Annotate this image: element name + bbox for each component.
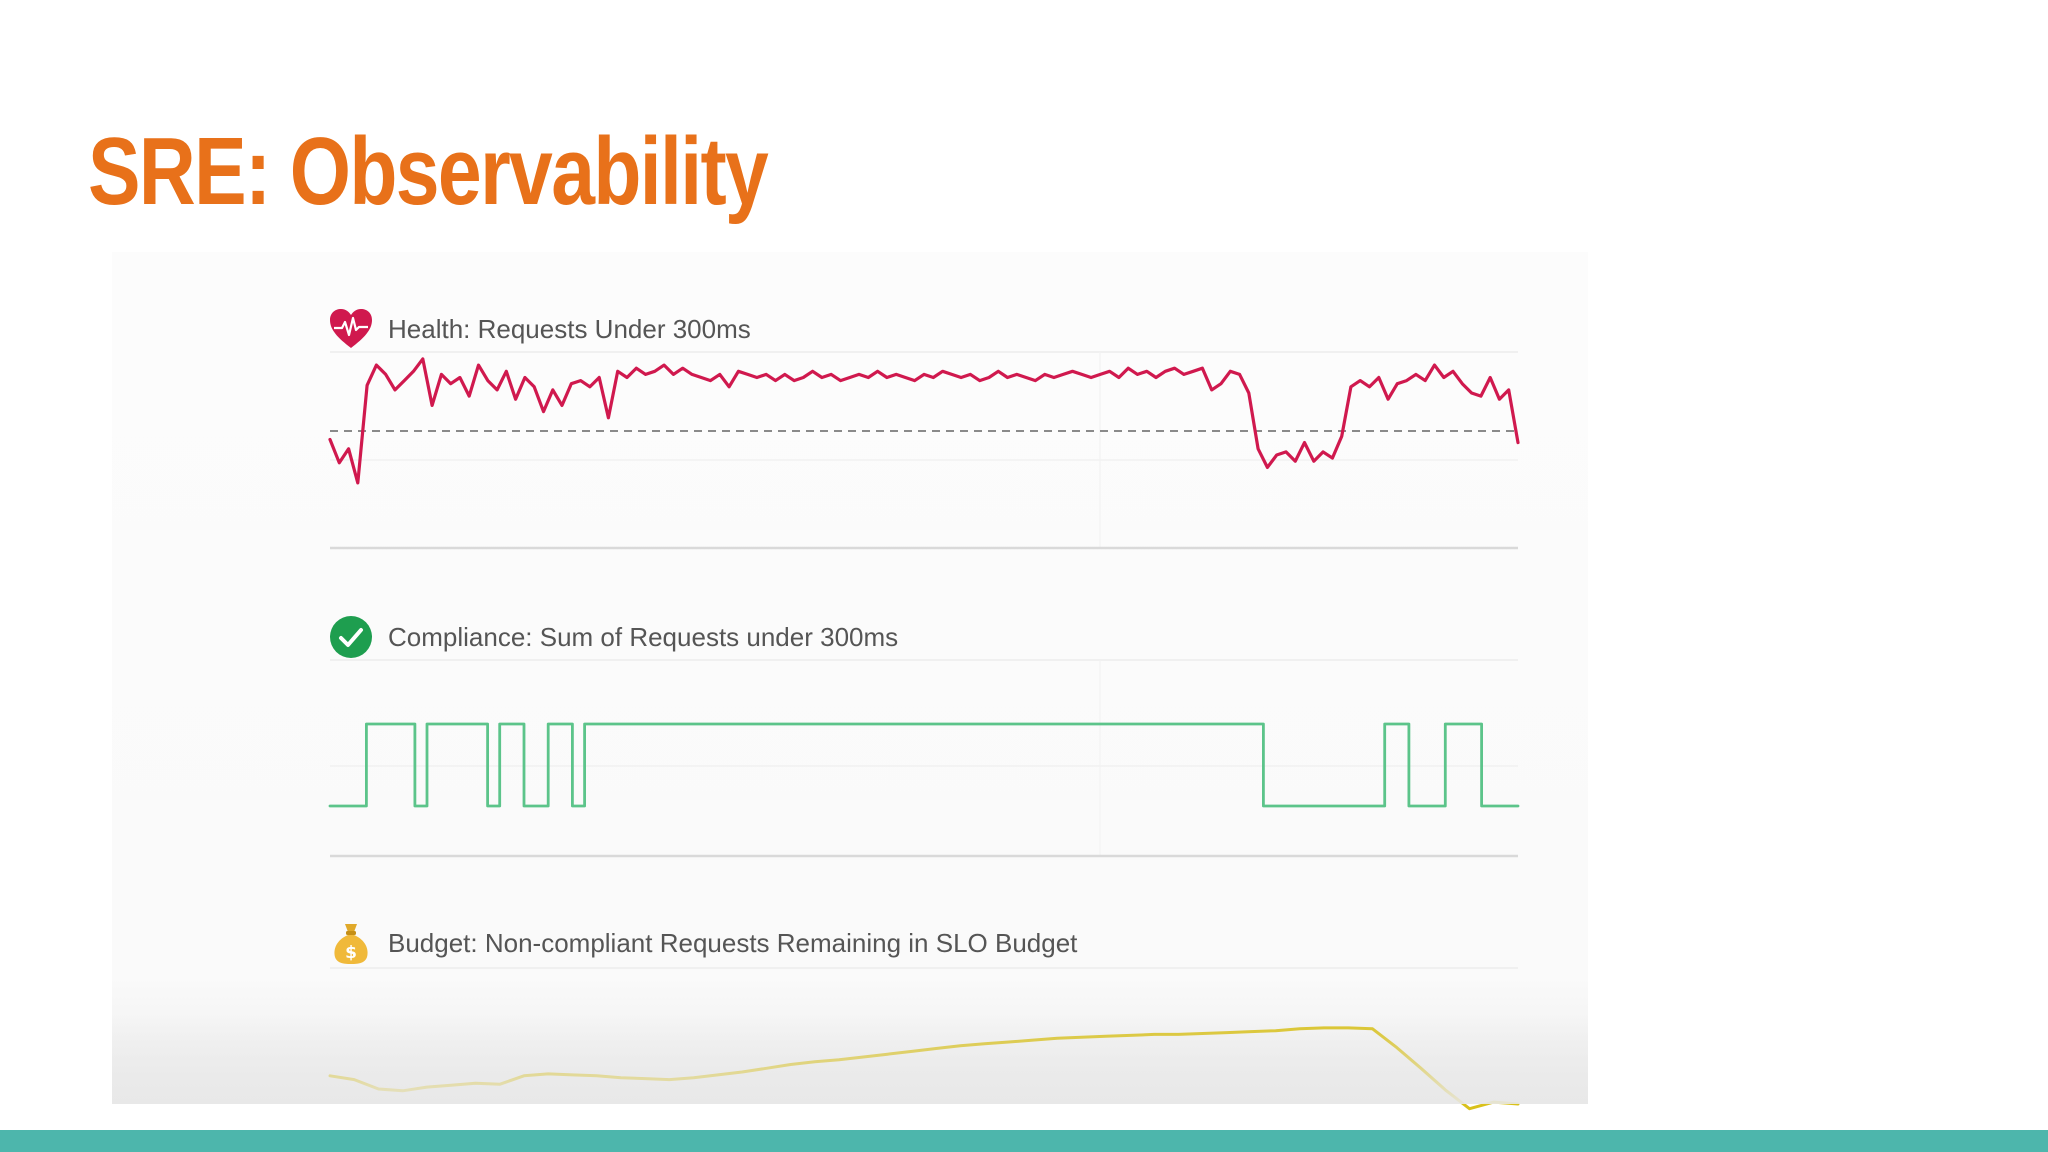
svg-text:$: $: [345, 943, 357, 963]
dashboard-screenshot: Health: Requests Under 300ms Compliance:…: [112, 252, 1588, 1111]
compliance-panel-title: Compliance: Sum of Requests under 300ms: [388, 621, 899, 652]
health-panel-title: Health: Requests Under 300ms: [388, 313, 751, 344]
heart-pulse-icon: [330, 309, 372, 348]
budget-panel-heading: $ Budget: Non-compliant Requests Remaini…: [328, 920, 1077, 966]
slide-title: SRE: Observability: [88, 118, 769, 225]
compliance-series-line: [328, 722, 1520, 808]
check-circle-icon: [330, 616, 372, 658]
footer-accent-bar: [0, 1130, 2048, 1152]
health-panel-heading: Health: Requests Under 300ms: [328, 306, 751, 352]
compliance-panel-heading: Compliance: Sum of Requests under 300ms: [328, 614, 898, 660]
money-bag-icon: $: [334, 924, 368, 964]
health-series-line: [328, 357, 1520, 485]
budget-panel-title: Budget: Non-compliant Requests Remaining…: [388, 927, 1078, 958]
observability-charts: [328, 351, 1520, 1111]
budget-series-line: [328, 1026, 1520, 1111]
